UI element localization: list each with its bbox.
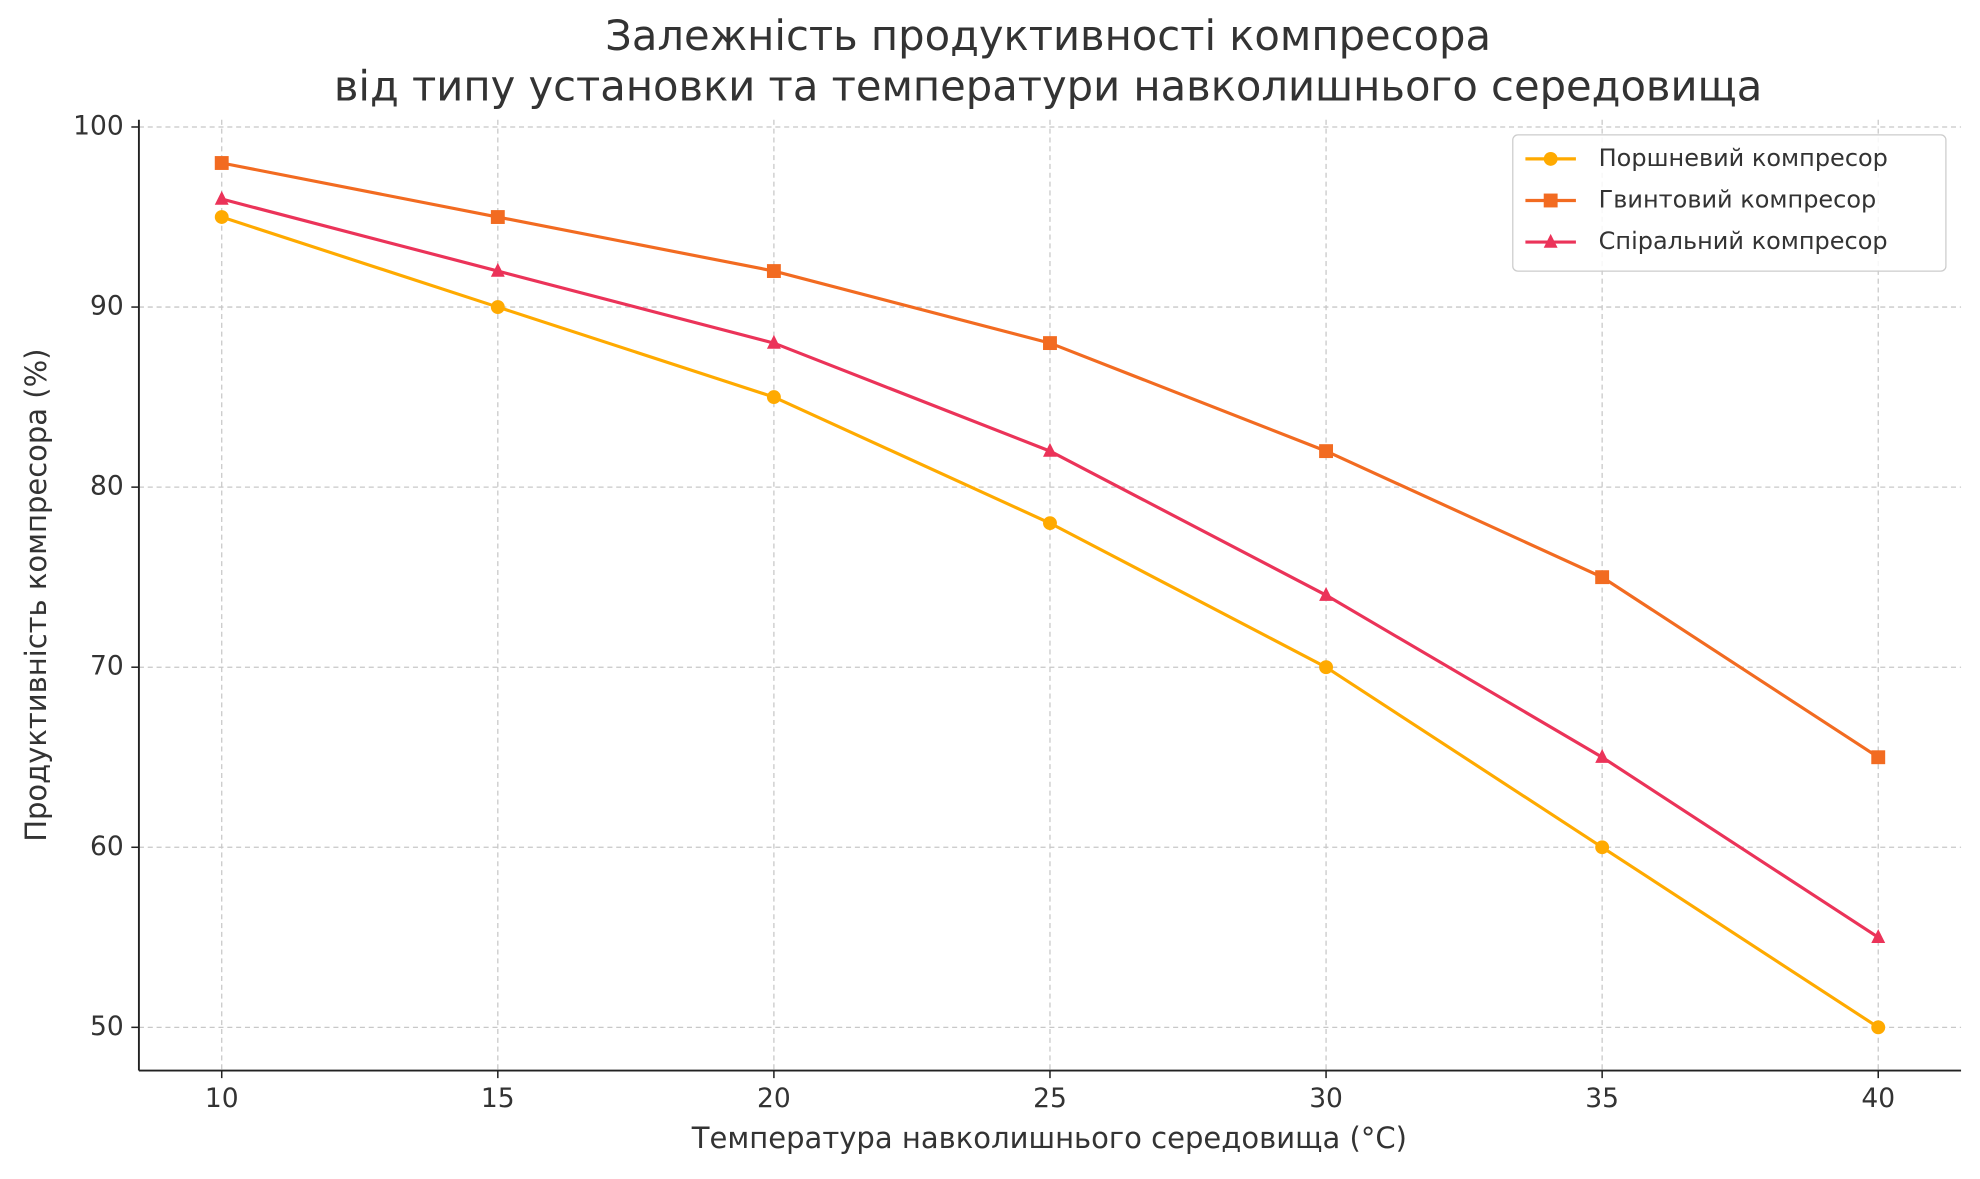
- marker: [766, 264, 781, 278]
- legend-label: Гвинтовий компресор: [1599, 186, 1877, 214]
- y-tick-label: 100: [73, 111, 124, 142]
- chart-title: від типу установки та температури навкол…: [334, 62, 1762, 111]
- marker: [766, 390, 781, 405]
- marker: [490, 262, 505, 277]
- marker: [490, 300, 505, 314]
- legend-marker: [1543, 233, 1558, 248]
- chart-title: Залежність продуктивності компресора: [605, 11, 1491, 60]
- y-tick-label: 80: [90, 471, 124, 502]
- y-tick-label: 70: [90, 651, 124, 682]
- marker: [214, 190, 229, 205]
- marker: [1319, 444, 1334, 459]
- x-tick-label: 25: [1033, 1083, 1067, 1114]
- y-tick-label: 90: [90, 291, 124, 322]
- y-axis-label: Продуктивність компресора (%): [19, 349, 53, 842]
- legend: Поршневий компресор Гвинтовий компресор Сп…: [1512, 134, 1947, 272]
- marker: [1595, 749, 1610, 763]
- x-tick-label: 35: [1585, 1083, 1619, 1114]
- x-tick-label: 40: [1861, 1083, 1895, 1114]
- marker: [1043, 442, 1057, 457]
- marker: [1595, 570, 1610, 585]
- marker: [1043, 516, 1057, 531]
- marker: [1319, 586, 1334, 601]
- marker: [1871, 929, 1886, 943]
- legend-marker: [1543, 151, 1558, 166]
- legend-label: Поршневий компресор: [1599, 144, 1888, 172]
- legend-marker: [1543, 193, 1558, 208]
- marker: [1319, 660, 1334, 675]
- marker: [214, 156, 229, 170]
- x-tick-label: 10: [205, 1083, 239, 1114]
- x-tick-label: 20: [757, 1083, 791, 1114]
- x-tick-label: 30: [1309, 1083, 1343, 1114]
- marker: [1871, 750, 1886, 765]
- y-tick-label: 60: [90, 831, 124, 862]
- x-tick-label: 15: [481, 1083, 515, 1114]
- marker: [1043, 336, 1057, 351]
- marker: [490, 210, 505, 224]
- y-tick-label: 50: [90, 1011, 124, 1042]
- x-axis-label: Температура навколишнього середовища (°C…: [691, 1121, 1407, 1155]
- marker: [1595, 840, 1610, 855]
- legend-box: [1512, 134, 1947, 272]
- marker: [1871, 1020, 1886, 1035]
- marker: [214, 210, 229, 224]
- legend-label: Спіральний компресор: [1599, 227, 1888, 255]
- marker: [766, 334, 781, 349]
